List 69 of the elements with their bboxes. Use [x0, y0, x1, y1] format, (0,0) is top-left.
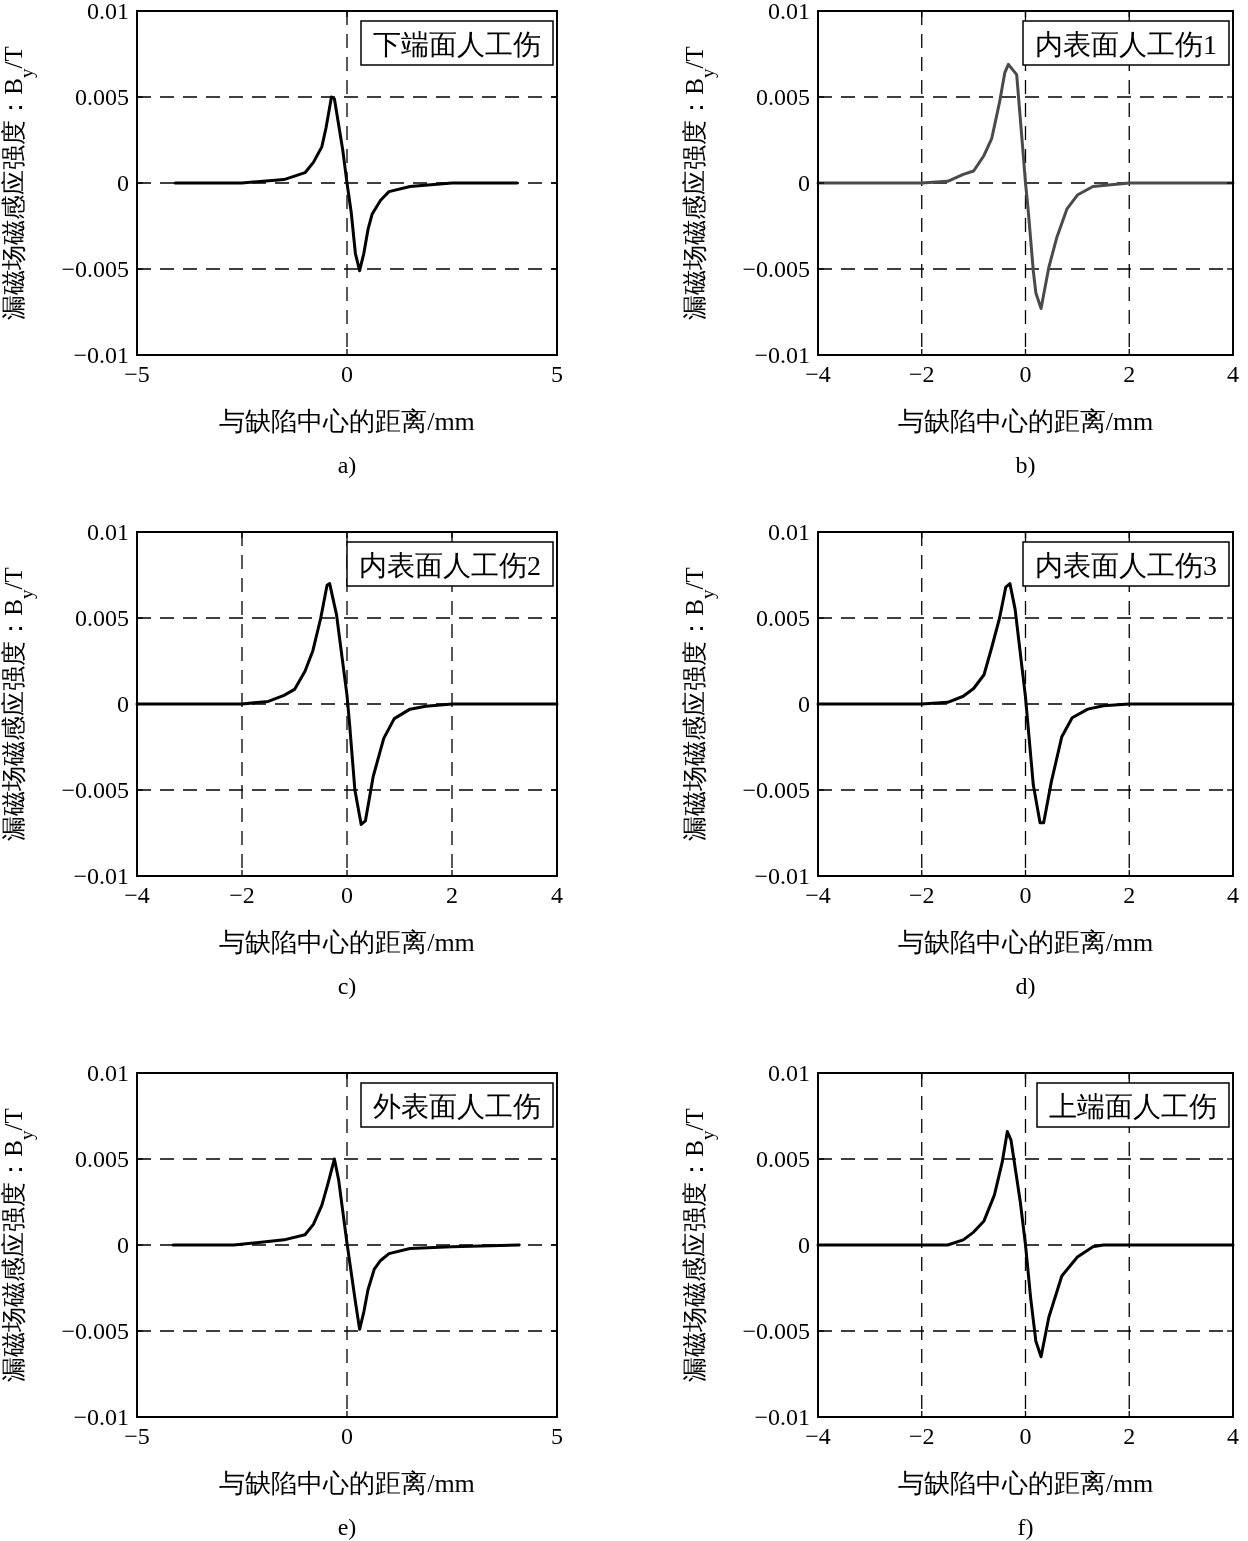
- text: b): [1015, 452, 1036, 478]
- x-tick-label: 5: [551, 1423, 563, 1449]
- y-tick-label: −0.005: [61, 777, 129, 803]
- annotation: 内表面人工伤1: [1035, 29, 1217, 60]
- annotation: 内表面人工伤2: [359, 550, 541, 581]
- y-tick-label: 0.005: [75, 605, 129, 631]
- x-tick-label: 0: [341, 882, 353, 908]
- y-tick-label: −0.01: [754, 863, 810, 889]
- x-tick-label: 0: [1019, 1423, 1032, 1449]
- x-tick-label: 0: [341, 361, 353, 387]
- text: e): [337, 1514, 357, 1540]
- x-tick-label: −2: [908, 882, 935, 908]
- y-tick-label: 0.005: [75, 1146, 129, 1172]
- x-axis-title: 与缺陷中心的距离/mm: [219, 407, 475, 436]
- annotation: 上端面人工伤: [1049, 1091, 1217, 1122]
- text: a): [337, 452, 357, 478]
- line-series: [816, 62, 1235, 311]
- x-axis-title: 与缺陷中心的距离/mm: [219, 1469, 475, 1498]
- annotation: 下端面人工伤: [373, 29, 541, 60]
- x-tick-label: 2: [446, 882, 458, 908]
- annotation: 外表面人工伤: [373, 1091, 541, 1122]
- x-axis-title: 与缺陷中心的距离/mm: [897, 407, 1154, 436]
- y-tick-label: 0: [798, 691, 810, 717]
- y-tick-label: 0.01: [768, 0, 810, 24]
- y-tick-label: 0.005: [75, 84, 129, 110]
- x-tick-label: −2: [908, 361, 935, 387]
- y-tick-label: −0.005: [61, 1318, 129, 1344]
- x-tick-label: 0: [1019, 361, 1032, 387]
- x-tick-label: 4: [551, 882, 563, 908]
- y-tick-label: 0: [117, 1232, 129, 1258]
- y-tick-label: 0.01: [768, 1060, 810, 1086]
- x-tick-label: 5: [551, 361, 563, 387]
- y-tick-label: −0.005: [61, 256, 129, 282]
- x-tick-label: −2: [908, 1423, 935, 1449]
- y-tick-label: 0.01: [87, 1060, 129, 1086]
- text: f): [1017, 1514, 1034, 1540]
- text: c): [337, 973, 357, 999]
- x-tick-label: 0: [1019, 882, 1032, 908]
- x-tick-label: 0: [341, 1423, 353, 1449]
- x-tick-label: 4: [1227, 361, 1239, 387]
- y-tick-label: 0.005: [756, 605, 810, 631]
- x-tick-label: 2: [1123, 361, 1136, 387]
- text: d): [1015, 973, 1036, 999]
- annotation: 内表面人工伤3: [1035, 550, 1217, 581]
- y-tick-label: 0: [117, 691, 129, 717]
- y-tick-label: 0.01: [87, 519, 129, 545]
- x-tick-label: −2: [229, 882, 255, 908]
- y-tick-label: 0: [798, 1232, 810, 1258]
- y-tick-label: −0.005: [742, 256, 810, 282]
- y-tick-label: −0.01: [73, 342, 129, 368]
- y-tick-label: −0.005: [742, 1318, 810, 1344]
- y-tick-label: 0: [117, 170, 129, 196]
- y-tick-label: −0.01: [73, 863, 129, 889]
- x-axis-title: 与缺陷中心的距离/mm: [897, 928, 1154, 957]
- y-tick-label: −0.01: [754, 1404, 810, 1430]
- y-tick-label: 0: [798, 170, 810, 196]
- y-tick-label: 0.01: [768, 519, 810, 545]
- y-tick-label: 0.005: [756, 84, 810, 110]
- x-tick-label: 4: [1227, 882, 1239, 908]
- y-tick-label: −0.005: [742, 777, 810, 803]
- x-axis-title: 与缺陷中心的距离/mm: [219, 928, 475, 957]
- y-tick-label: −0.01: [73, 1404, 129, 1430]
- y-tick-label: −0.01: [754, 342, 810, 368]
- x-axis-title: 与缺陷中心的距离/mm: [897, 1469, 1154, 1498]
- y-tick-label: 0.005: [756, 1146, 810, 1172]
- x-tick-label: 4: [1227, 1423, 1239, 1449]
- y-tick-label: 0.01: [87, 0, 129, 24]
- x-tick-label: 2: [1123, 882, 1136, 908]
- x-tick-label: 2: [1123, 1423, 1136, 1449]
